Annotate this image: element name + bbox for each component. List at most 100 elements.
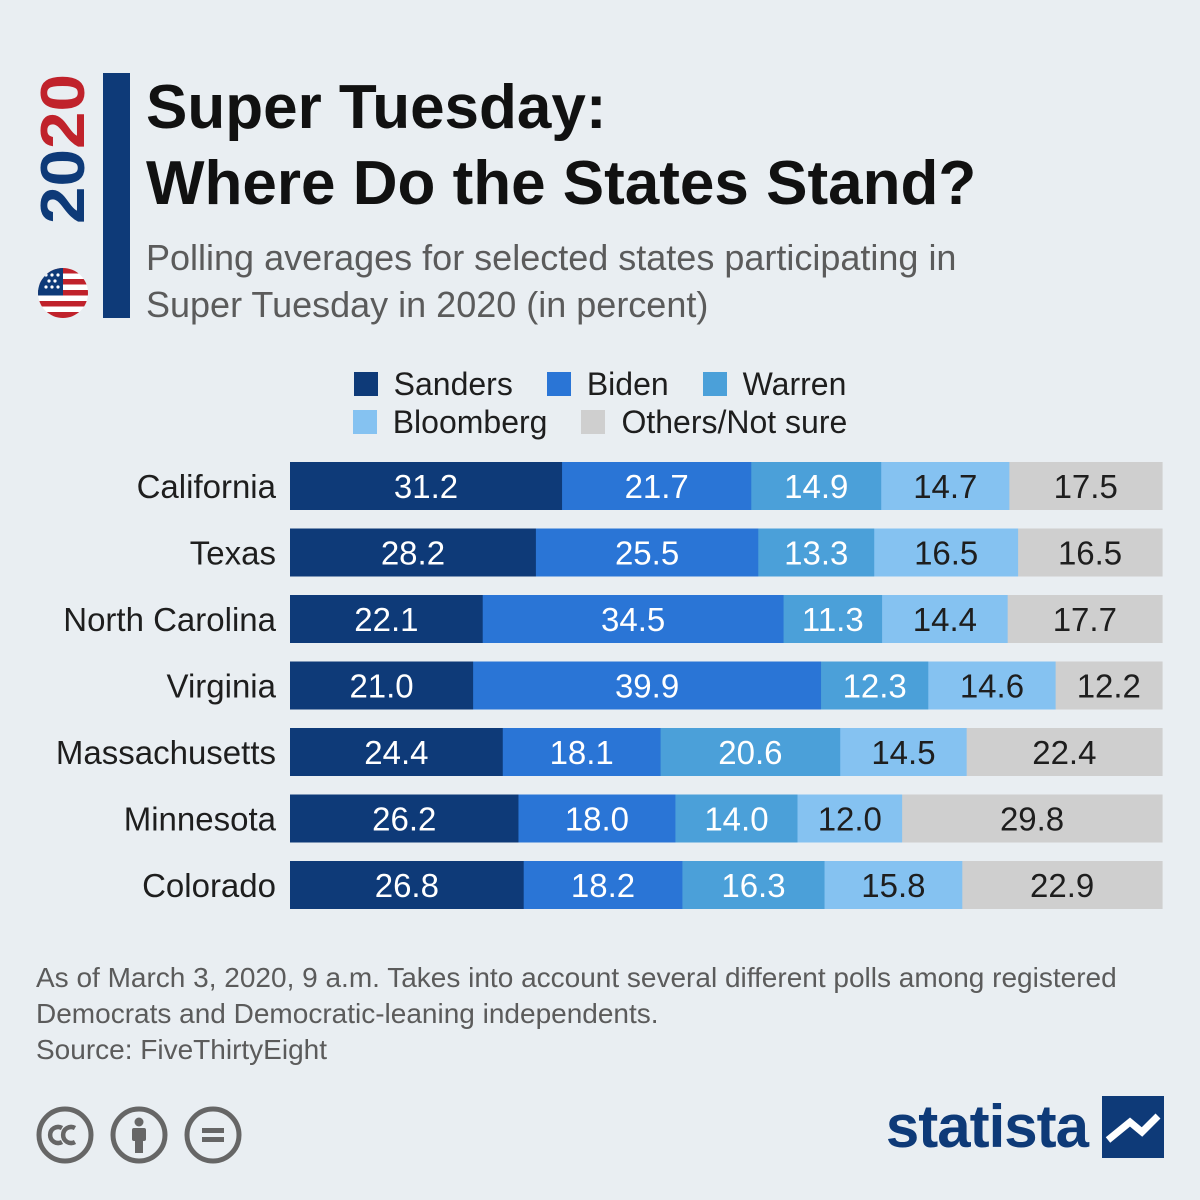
- legend-swatch-others: [581, 410, 606, 434]
- value-label-biden-massachusetts: 18.1: [550, 734, 614, 771]
- value-label-sanders-north-carolina: 22.1: [354, 601, 418, 638]
- brand-name: statista: [885, 1093, 1089, 1160]
- bar-bloomberg-massachusetts: [840, 728, 968, 776]
- legend-label-bloomberg: Bloomberg: [392, 403, 548, 440]
- bar-biden-virginia: [473, 661, 822, 710]
- bar-biden-california: [562, 462, 752, 510]
- bar-biden-minnesota: [518, 794, 677, 843]
- bar-bloomberg-minnesota: [797, 794, 903, 843]
- value-label-bloomberg-minnesota: 12.0: [818, 801, 882, 838]
- bar-biden-texas: [535, 528, 759, 577]
- value-label-warren-massachusetts: 20.6: [718, 734, 782, 771]
- bar-others-not-sure-north-carolina: [1007, 595, 1163, 643]
- value-label-warren-colorado: 16.3: [721, 867, 785, 904]
- legend-label-biden: Biden: [586, 365, 669, 402]
- value-label-others-not-sure-north-carolina: 17.7: [1053, 601, 1117, 638]
- bar-others-not-sure-minnesota: [902, 794, 1163, 843]
- legend-label-sanders: Sanders: [393, 365, 513, 402]
- category-label-north-carolina: North Carolina: [63, 601, 276, 638]
- category-label-texas: Texas: [190, 535, 276, 572]
- value-label-sanders-virginia: 21.0: [349, 668, 413, 705]
- bar-warren-california: [751, 462, 882, 510]
- value-label-biden-virginia: 39.9: [615, 668, 679, 705]
- value-label-others-not-sure-california: 17.5: [1054, 468, 1118, 505]
- value-label-bloomberg-north-carolina: 14.4: [913, 601, 977, 638]
- bar-bloomberg-virginia: [928, 661, 1057, 710]
- value-label-warren-texas: 13.3: [784, 535, 848, 572]
- year-badge-text: 2020: [29, 74, 96, 224]
- value-label-biden-california: 21.7: [625, 468, 689, 505]
- bar-biden-colorado: [523, 861, 683, 909]
- category-label-minnesota: Minnesota: [124, 801, 277, 838]
- year-badge: 2020: [26, 72, 96, 232]
- bar-warren-colorado: [682, 861, 826, 909]
- value-label-warren-minnesota: 14.0: [704, 801, 768, 838]
- value-label-biden-texas: 25.5: [615, 535, 679, 572]
- accent-bar: [103, 73, 130, 318]
- value-label-sanders-massachusetts: 24.4: [364, 734, 428, 771]
- value-label-bloomberg-colorado: 15.8: [861, 867, 925, 904]
- stacked-bar-chart: California 31.2 21.7 14.9 14.7 17.5 Texas 28.2 2…: [56, 462, 1163, 909]
- bar-warren-texas: [758, 528, 875, 577]
- license-icons: [36, 1106, 242, 1164]
- bar-others-not-sure-massachusetts: [966, 728, 1163, 776]
- value-label-warren-california: 14.9: [784, 468, 848, 505]
- chart-title: Super Tuesday: Where Do the States Stand…: [146, 73, 977, 218]
- bar-sanders-texas: [290, 528, 537, 577]
- category-label-colorado: Colorado: [142, 867, 276, 904]
- footnote: As of March 3, 2020, 9 a.m. Takes into a…: [36, 960, 1156, 1068]
- footnote-source: Source: FiveThirtyEight: [36, 1034, 327, 1065]
- bar-sanders-colorado: [290, 861, 525, 909]
- legend-item-warren: Warren: [702, 365, 847, 403]
- category-label-massachusetts: Massachusetts: [56, 734, 276, 771]
- value-label-bloomberg-virginia: 14.6: [960, 668, 1024, 705]
- legend-item-others: Others/Not sure: [581, 404, 847, 441]
- bar-others-not-sure-colorado: [962, 861, 1163, 909]
- value-label-others-not-sure-minnesota: 29.8: [1000, 801, 1064, 838]
- value-label-sanders-minnesota: 26.2: [372, 801, 436, 838]
- us-flag-icon: [38, 268, 88, 318]
- legend-row-1: Sanders Biden Warren: [0, 364, 1200, 404]
- value-label-others-not-sure-texas: 16.5: [1058, 535, 1122, 572]
- bar-others-not-sure-texas: [1018, 528, 1163, 577]
- statista-mark-icon: [1102, 1095, 1164, 1158]
- bar-warren-north-carolina: [783, 595, 883, 643]
- footnote-note: As of March 3, 2020, 9 a.m. Takes into a…: [36, 962, 1117, 1029]
- bar-warren-massachusetts: [660, 728, 841, 776]
- bar-sanders-massachusetts: [290, 728, 504, 776]
- legend-label-warren: Warren: [742, 365, 847, 402]
- legend-swatch-sanders: [353, 372, 378, 396]
- value-label-biden-minnesota: 18.0: [565, 801, 629, 838]
- category-label-virginia: Virginia: [167, 668, 277, 705]
- bar-warren-minnesota: [675, 794, 799, 843]
- bar-bloomberg-california: [881, 462, 1010, 510]
- legend-label-others: Others/Not sure: [621, 403, 848, 440]
- value-label-bloomberg-texas: 16.5: [914, 535, 978, 572]
- bar-sanders-minnesota: [290, 794, 520, 843]
- bar-bloomberg-colorado: [824, 861, 963, 909]
- value-label-bloomberg-california: 14.7: [913, 468, 977, 505]
- attribution-icon: [110, 1106, 168, 1164]
- value-label-warren-north-carolina: 11.3: [802, 601, 864, 638]
- value-label-biden-north-carolina: 34.5: [601, 601, 665, 638]
- bar-biden-massachusetts: [502, 728, 662, 776]
- legend-swatch-warren: [702, 372, 727, 396]
- bar-others-not-sure-virginia: [1055, 661, 1163, 710]
- bar-bloomberg-texas: [874, 528, 1019, 577]
- value-label-sanders-california: 31.2: [394, 468, 458, 505]
- value-label-others-not-sure-virginia: 12.2: [1077, 668, 1141, 705]
- legend-item-bloomberg: Bloomberg: [352, 403, 548, 441]
- legend-item-sanders: Sanders: [353, 365, 513, 403]
- legend-row-2: Bloomberg Others/Not sure: [0, 402, 1200, 442]
- bar-sanders-north-carolina: [290, 595, 484, 643]
- value-label-sanders-texas: 28.2: [381, 535, 445, 572]
- value-label-warren-virginia: 12.3: [843, 668, 907, 705]
- legend-swatch-biden: [546, 372, 571, 396]
- legend-item-biden: Biden: [546, 365, 669, 403]
- value-label-bloomberg-massachusetts: 14.5: [871, 734, 935, 771]
- chart-subtitle: Polling averages for selected states par…: [146, 237, 957, 325]
- statista-logo: statista: [886, 1092, 1164, 1161]
- value-label-others-not-sure-colorado: 22.9: [1030, 867, 1094, 904]
- value-label-biden-colorado: 18.2: [571, 867, 635, 904]
- bar-sanders-california: [290, 462, 563, 510]
